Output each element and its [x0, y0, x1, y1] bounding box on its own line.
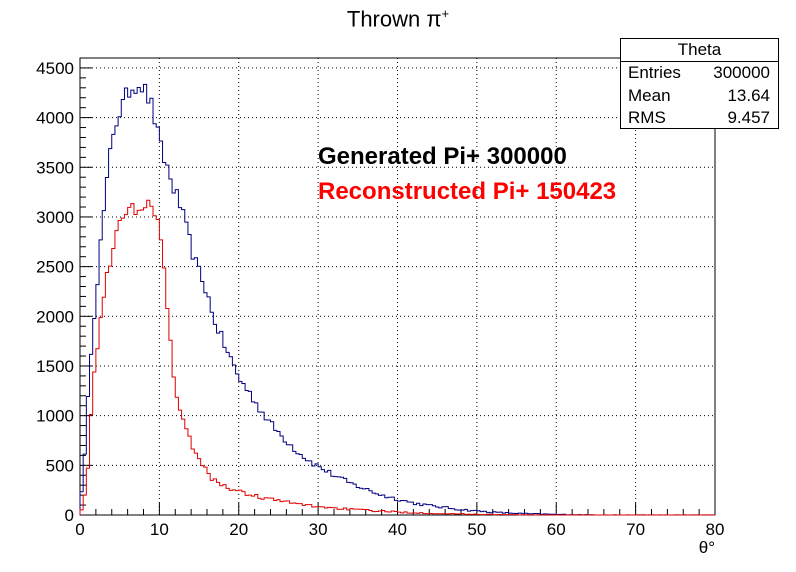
x-tick-label: 60: [547, 520, 566, 539]
stats-label: RMS: [628, 108, 666, 127]
x-tick-label: 50: [467, 520, 486, 539]
x-axis-label: θ°: [699, 538, 715, 557]
y-tick-label: 3000: [36, 208, 74, 227]
stats-row-entries: Entries 300000: [621, 62, 778, 85]
y-tick-label: 2500: [36, 258, 74, 277]
stats-value: 9.457: [727, 108, 770, 127]
stats-value: 13.64: [727, 85, 770, 105]
chart-title: Thrown π+: [346, 6, 450, 32]
x-tick-label: 80: [706, 520, 725, 539]
x-tick-label: 0: [75, 520, 84, 539]
annotation-generated: Generated Pi+ 300000: [318, 143, 567, 170]
y-tick-label: 4500: [36, 59, 74, 78]
y-tick-label: 2000: [36, 307, 74, 326]
x-tick-label: 20: [229, 520, 248, 539]
y-tick-label: 3500: [36, 158, 74, 177]
x-tick-label: 30: [309, 520, 328, 539]
y-tick-label: 1000: [36, 407, 74, 426]
stats-row-rms: RMS 9.457: [621, 107, 778, 130]
stats-label: Mean: [628, 85, 671, 105]
stats-label: Entries: [628, 63, 681, 82]
stats-value: 300000: [713, 63, 770, 82]
x-tick-label: 10: [150, 520, 169, 539]
y-tick-label: 4000: [36, 109, 74, 128]
stats-box: Theta Entries 300000 Mean 13.64 RMS 9.45…: [620, 38, 779, 129]
stats-row-mean: Mean 13.64: [621, 85, 778, 108]
stats-box-title: Theta: [621, 39, 778, 62]
y-tick-label: 1500: [36, 357, 74, 376]
x-tick-label: 40: [388, 520, 407, 539]
y-tick-label: 500: [46, 456, 74, 475]
annotation-reconstructed: Reconstructed Pi+ 150423: [318, 178, 617, 205]
y-tick-label: 0: [65, 506, 74, 525]
histogram-series-1: [79, 199, 716, 516]
x-tick-label: 70: [626, 520, 645, 539]
